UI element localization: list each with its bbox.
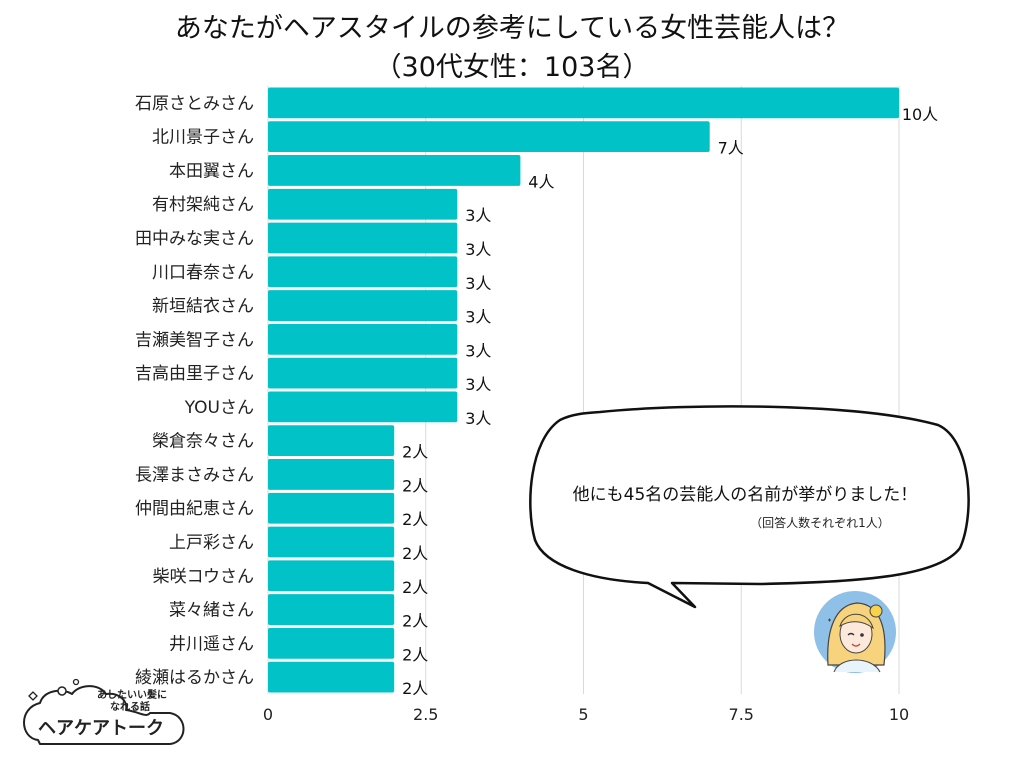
value-label: 2人 (402, 578, 428, 597)
value-label: 3人 (465, 341, 491, 360)
category-label: 石原さとみさん (135, 94, 254, 114)
category-label: 榮倉奈々さん (152, 432, 254, 452)
bars (268, 87, 899, 693)
category-label: 菜々緒さん (169, 601, 254, 621)
woman-winking-icon (827, 602, 886, 673)
value-label: 2人 (402, 476, 428, 495)
bar (268, 492, 395, 524)
bar (268, 425, 395, 457)
logo-tagline-line1: あしたいい髪に (97, 688, 167, 701)
avatar (814, 591, 896, 673)
value-label: 3人 (465, 240, 491, 259)
logo-cloud (23, 685, 185, 745)
category-label: 柴咲コウさん (153, 567, 254, 587)
category-label: 吉高由里子さん (135, 364, 254, 384)
bar (268, 357, 458, 389)
chart-title-line1: あなたがヘアスタイルの参考にしている女性芸能人は？ (175, 13, 849, 44)
bar (268, 87, 899, 119)
bar (268, 290, 458, 321)
x-tick-label: 2.5 (413, 705, 438, 724)
bar (268, 627, 395, 659)
chart-title-line2: （30代女性：103名） (375, 52, 650, 83)
category-label: 綾瀬はるかさん (135, 668, 254, 688)
brand-logo: あしたいい髪に なれる話 ヘアケアトーク (23, 678, 185, 745)
value-label: 2人 (402, 443, 428, 462)
x-tick-label: 0 (263, 705, 273, 724)
bar (268, 526, 395, 558)
value-label: 10人 (902, 105, 938, 124)
category-label: 田中みな実さん (135, 229, 254, 249)
bar (268, 323, 458, 355)
bar (268, 188, 458, 220)
x-tick-label: 7.5 (729, 705, 754, 724)
bubble-main-text: 他にも45名の芸能人の名前が挙がりました！ (573, 485, 918, 505)
category-label: 長澤まさみさん (135, 465, 254, 485)
value-label: 2人 (402, 510, 428, 529)
category-label: 本田翼さん (169, 161, 254, 181)
grid-lines (267, 86, 900, 694)
bar (268, 594, 395, 625)
category-label: 吉瀬美智子さん (135, 330, 254, 350)
category-label: 有村架純さん (152, 195, 254, 215)
value-label: 2人 (402, 645, 428, 664)
value-label: 3人 (465, 274, 491, 293)
category-label: 北川景子さん (152, 128, 254, 148)
value-label: 3人 (465, 206, 491, 225)
bar (268, 391, 458, 423)
bar (268, 560, 395, 592)
bar (268, 256, 458, 288)
bubble-sub-text: （回答人数それぞれ1人） (750, 515, 890, 530)
value-label: 7人 (718, 139, 744, 158)
value-label: 2人 (402, 612, 428, 631)
category-label: YOUさん (184, 398, 254, 418)
category-label: 川口春奈さん (152, 263, 254, 283)
bar (268, 661, 395, 693)
logo-name: ヘアケアトーク (38, 718, 164, 739)
bar (268, 222, 458, 254)
category-labels: 石原さとみさん北川景子さん本田翼さん有村架純さん田中みな実さん川口春奈さん新垣結… (135, 94, 254, 688)
category-label: 上戸彩さん (169, 533, 254, 553)
value-labels: 10人 7人 4人 3人 3人 3人 3人 3人 3人 3人 2人 2人 2人 2人 2人 2人 2人 2人 (402, 105, 938, 698)
value-label: 3人 (465, 409, 491, 428)
bar (268, 155, 521, 186)
value-label: 4人 (528, 172, 554, 191)
value-label: 2人 (402, 679, 428, 698)
logo-bubble-tiny (72, 678, 80, 686)
bar (268, 121, 710, 153)
x-tick-label: 10 (889, 705, 909, 724)
x-tick-label: 5 (578, 705, 588, 724)
bubble-outline (529, 405, 970, 609)
speech-bubble: 他にも45名の芸能人の名前が挙がりました！ （回答人数それぞれ1人） (529, 405, 970, 609)
category-label: 仲間由紀恵さん (135, 499, 254, 519)
category-label: 井川遥さん (169, 634, 254, 654)
value-label: 3人 (465, 308, 491, 327)
x-axis-ticks: 0 2.5 5 7.5 10 (263, 705, 909, 724)
value-label: 3人 (465, 375, 491, 394)
bar (268, 459, 395, 490)
category-label: 新垣結衣さん (152, 297, 254, 317)
sparkle-icon (28, 691, 38, 701)
logo-tagline-line2: なれる話 (110, 700, 150, 713)
value-label: 2人 (402, 544, 428, 563)
logo-bubble-small (57, 686, 67, 696)
